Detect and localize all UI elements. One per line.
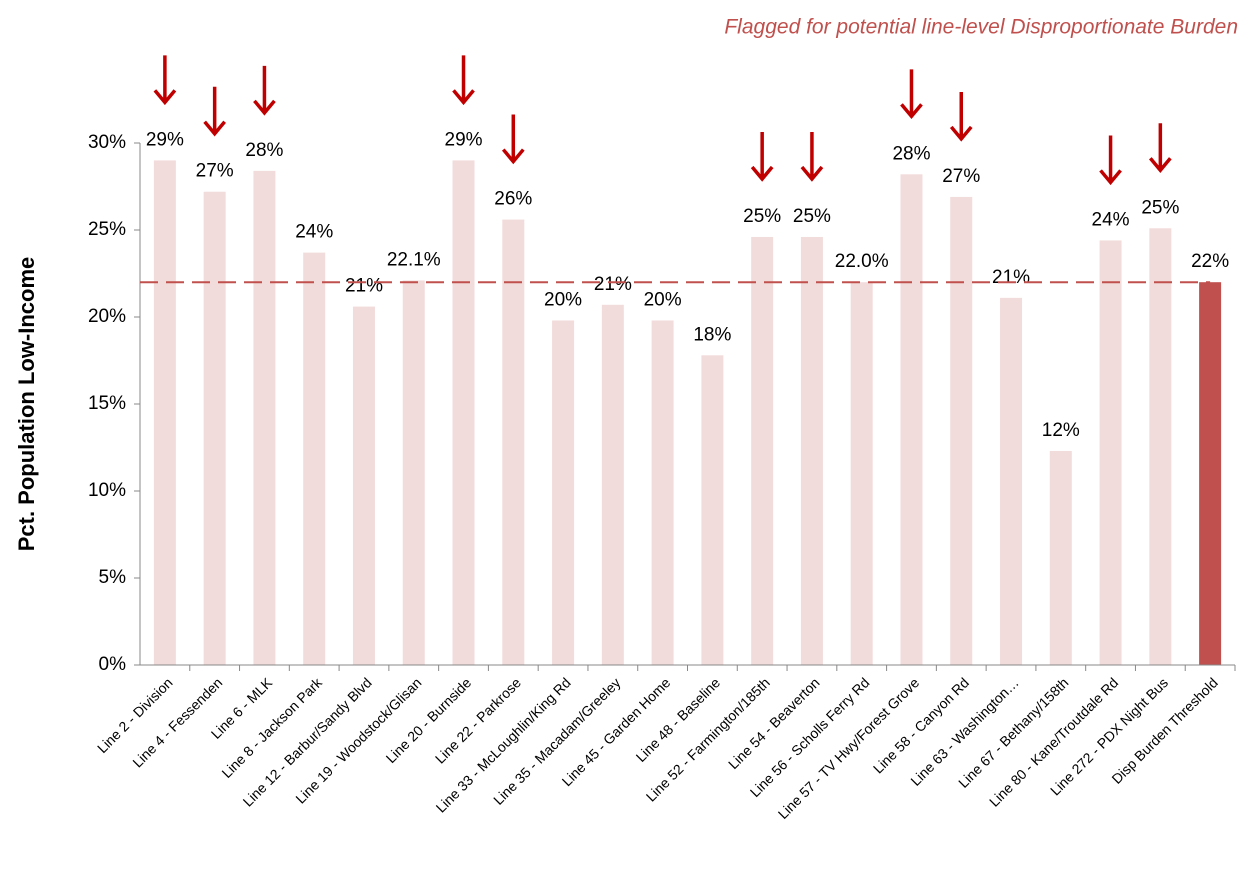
flag-arrow: [452, 55, 475, 106]
arrow-shape: [1099, 135, 1122, 186]
y-tick-label: 0%: [99, 654, 127, 675]
value-label: 20%: [544, 289, 582, 310]
arrow-shape: [452, 55, 475, 106]
bar: [751, 236, 774, 665]
value-label: 24%: [295, 222, 333, 243]
arrow-shape: [501, 114, 525, 165]
flag-arrow: [949, 91, 973, 142]
bar: [800, 236, 823, 665]
arrow-shape: [253, 65, 276, 116]
value-label: 28%: [892, 143, 930, 164]
flag-arrow: [1148, 123, 1172, 173]
flag-arrow: [800, 131, 824, 182]
bar: [402, 280, 425, 665]
bar: [950, 196, 973, 665]
value-label: 28%: [245, 140, 283, 161]
bar: [502, 219, 525, 665]
arrow-shape: [1148, 123, 1172, 173]
x-tick-label: Line 54 - Beaverton: [725, 674, 823, 772]
flag-arrow: [501, 114, 525, 165]
bar: [253, 170, 276, 665]
y-tick-label: 15%: [88, 393, 126, 414]
value-label: 29%: [146, 129, 184, 150]
bar: [1099, 240, 1122, 665]
x-tick-label: Line 48 - Baseline: [633, 674, 724, 765]
value-label: 24%: [1092, 209, 1130, 230]
value-label: 22.0%: [835, 251, 889, 272]
flag-arrow: [1099, 135, 1122, 186]
bar: [352, 306, 375, 665]
y-tick-label: 5%: [99, 567, 127, 588]
arrow-shape: [153, 55, 177, 106]
flag-arrow: [900, 69, 923, 120]
value-label: 25%: [743, 206, 781, 227]
bar: [452, 160, 475, 665]
value-label: 26%: [494, 189, 532, 210]
x-tick-label: Line 22 - Parkrose: [432, 674, 524, 766]
bar: [153, 160, 176, 665]
annotation: Flagged for potential line-level Disprop…: [724, 16, 1238, 39]
bar: [601, 304, 624, 665]
value-label: 21%: [345, 276, 383, 297]
flag-arrow: [750, 131, 774, 182]
arrow-shape: [800, 131, 824, 182]
arrow-shape: [949, 91, 973, 142]
value-label: 22.1%: [387, 249, 441, 270]
bar: [1149, 228, 1172, 665]
value-label: 22%: [1191, 251, 1229, 272]
value-label: 20%: [644, 289, 682, 310]
bar: [651, 320, 674, 665]
flag-arrow: [203, 86, 227, 137]
bar: [1000, 297, 1023, 665]
bar: [701, 355, 724, 665]
bar: [552, 320, 575, 665]
bar: [1049, 450, 1072, 665]
value-label: 12%: [1042, 420, 1080, 441]
value-label: 21%: [594, 274, 632, 295]
x-tick-label: Line 58 - Canyon Rd: [870, 674, 972, 776]
bar: [203, 191, 226, 665]
value-label: 21%: [992, 267, 1030, 288]
bar: [303, 252, 326, 665]
arrow-shape: [900, 69, 923, 120]
flag-arrow: [153, 55, 177, 106]
x-tick-label: Line 20 - Burnside: [383, 674, 475, 766]
bar: [1199, 282, 1222, 665]
flag-arrow: [253, 65, 276, 116]
bar: [850, 282, 873, 665]
arrow-shape: [203, 86, 227, 137]
y-tick-label: 20%: [88, 306, 126, 327]
value-label: 25%: [793, 206, 831, 227]
y-tick-label: 25%: [88, 219, 126, 240]
bar: [900, 174, 923, 665]
y-axis-label: Pct. Population Low-Income: [14, 257, 39, 552]
x-tick-label: Line 4 - Fessenden: [129, 674, 225, 770]
value-label: 25%: [1141, 197, 1179, 218]
value-label: 27%: [942, 166, 980, 187]
arrow-shape: [750, 131, 774, 182]
y-tick-label: 10%: [88, 480, 126, 501]
value-label: 29%: [445, 129, 483, 150]
value-label: 18%: [693, 324, 731, 345]
y-tick-label: 30%: [88, 132, 126, 153]
value-label: 27%: [196, 161, 234, 182]
